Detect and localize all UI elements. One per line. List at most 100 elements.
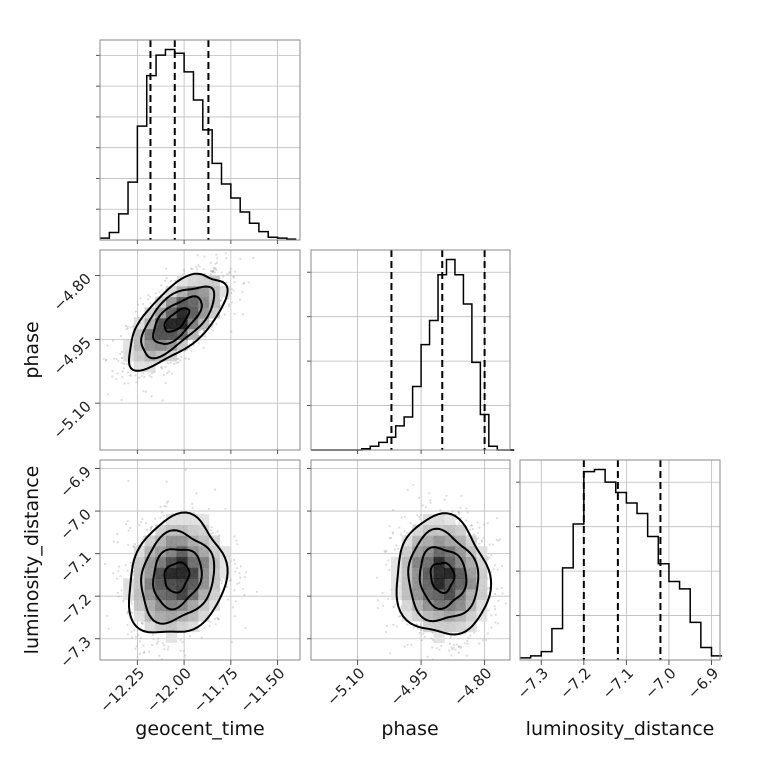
sample-point [163,505,166,508]
sample-point [191,663,193,665]
sample-point [255,590,258,593]
density-cell [187,275,199,287]
sample-point [121,376,124,379]
sample-point [203,328,206,332]
sample-point [129,374,132,377]
sample-point [457,651,460,654]
sample-point [148,650,151,653]
density-cell [133,589,145,601]
contour-line [128,511,229,634]
sample-point [394,603,397,606]
sample-point [403,645,406,648]
sample-point [389,652,392,655]
sample-point [129,561,132,565]
sample-point [238,298,242,301]
sample-point [390,536,393,540]
sample-point [243,281,246,284]
sample-point [179,638,182,642]
histogram-bar [658,564,669,660]
sample-point [188,347,191,350]
sample-point [152,638,155,641]
sample-point [174,279,177,282]
density-cell [155,328,167,340]
sample-point [203,626,206,629]
sample-point [446,664,448,666]
density-cell [155,556,167,568]
sample-point [383,550,386,553]
sample-point [143,650,146,654]
density-cell [166,328,178,340]
sample-point [112,540,115,543]
histogram-bar [455,275,463,450]
sample-point [130,636,133,639]
density-cell [455,546,467,558]
sample-point [457,510,460,514]
sample-point [126,612,129,615]
sample-point [191,506,194,509]
sample-point [184,357,187,360]
contour-line [163,561,191,594]
density-cell [176,621,188,633]
density-cell [187,621,199,633]
sample-point [220,582,223,585]
density-cell [123,339,135,351]
sample-point [144,390,147,393]
sample-point [111,375,114,378]
sample-point [451,510,454,513]
contour-line [163,307,191,333]
density-cell [133,610,145,622]
sample-point [150,669,152,671]
sample-point [435,647,438,650]
sample-point [490,626,493,629]
histogram-bar [119,214,128,240]
density-cell [176,535,188,547]
density-cell [423,610,435,622]
sample-point [488,543,491,546]
sample-point [470,524,473,527]
sample-point [497,599,500,603]
density-cell [433,524,445,536]
sample-point [482,536,485,539]
density-cell [176,307,188,319]
density-cell [133,350,145,362]
density-cell [465,556,477,568]
histogram-bar [221,184,230,240]
sample-point [177,361,180,364]
density-cell [423,556,435,568]
sample-point [93,529,95,531]
density-cell [198,286,210,298]
sample-point [156,640,160,643]
sample-point [154,292,157,295]
sample-point [395,544,398,547]
density-cell [219,286,231,298]
contour-line [407,527,480,623]
density-cell [155,296,167,308]
sample-point [496,568,499,571]
density-cell [187,589,199,601]
sample-point [215,322,218,325]
sample-point [465,507,468,510]
density-cell [444,621,456,633]
density-cell [412,524,424,536]
density-cell [208,275,220,287]
sample-point [458,512,461,516]
sample-point [232,276,236,279]
sample-point [217,617,220,621]
sample-point [227,296,230,300]
histogram-bar [184,72,193,240]
sample-point [471,527,474,531]
density-cell [144,350,156,362]
sample-point [388,568,391,572]
sample-point [116,532,119,536]
sample-point [136,303,139,306]
density-cell [133,328,145,340]
sample-point [151,644,154,647]
sample-point [138,640,141,643]
density-cell [198,307,210,319]
sample-point [195,492,198,495]
sample-point [448,649,451,652]
density-cell [166,514,178,526]
density-cell [144,567,156,579]
density-cell [123,578,135,590]
sample-point [120,589,123,592]
